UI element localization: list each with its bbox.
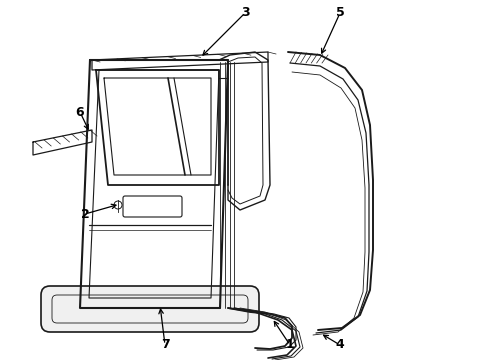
Text: 1: 1	[286, 338, 294, 351]
Text: 7: 7	[161, 338, 170, 351]
Text: 6: 6	[75, 105, 84, 118]
Text: 3: 3	[241, 6, 249, 19]
Text: 5: 5	[336, 6, 344, 19]
Text: 4: 4	[336, 338, 344, 351]
FancyBboxPatch shape	[41, 286, 259, 332]
Text: 2: 2	[81, 207, 89, 220]
